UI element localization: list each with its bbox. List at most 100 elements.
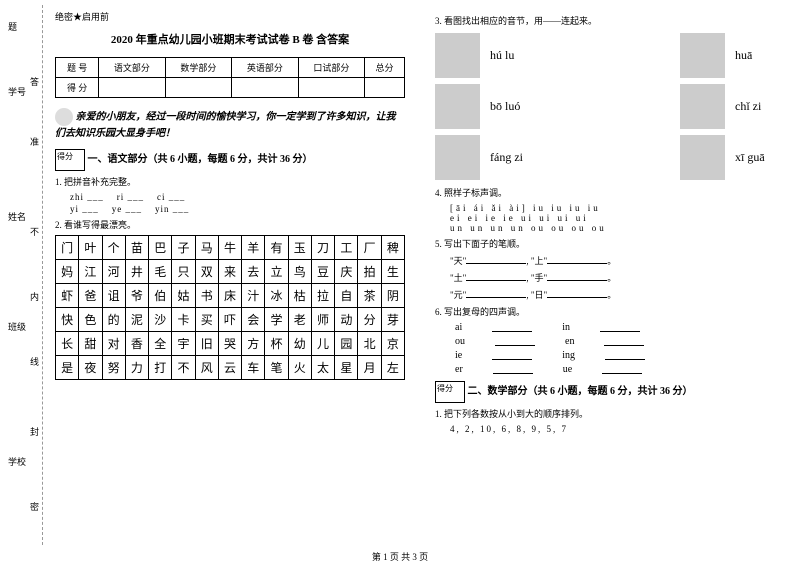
char-cell: 玉	[288, 236, 311, 260]
char-cell: 去	[242, 260, 265, 284]
vowel: ie	[455, 350, 462, 361]
char-cell: 风	[195, 356, 218, 380]
char-cell: 豆	[311, 260, 334, 284]
q1-item: ci ___	[157, 192, 185, 202]
margin-label: 内	[30, 290, 39, 303]
pinyin-word: fáng zi	[490, 150, 540, 165]
char-cell: 泥	[125, 308, 148, 332]
char-cell: 来	[218, 260, 241, 284]
margin-label: 线	[30, 355, 39, 368]
q3-title: 3. 看图找出相应的音节，用——连起来。	[435, 14, 785, 27]
stroke-char: "日"	[531, 290, 547, 300]
score-box: 得分	[435, 381, 465, 403]
th: 总分	[365, 58, 405, 78]
char-cell: 会	[242, 308, 265, 332]
score-table: 题 号 语文部分 数学部分 英语部分 口试部分 总分 得 分	[55, 57, 405, 98]
q1-title: 1. 把拼音补充完整。	[55, 175, 405, 188]
pinyin-word: hú lu	[490, 48, 540, 63]
char-cell: 动	[335, 308, 358, 332]
char-cell: 爷	[125, 284, 148, 308]
char-cell: 甜	[79, 332, 102, 356]
number-list: 4, 2, 10, 6, 8, 9, 5, 7	[450, 424, 785, 434]
char-cell: 枯	[288, 284, 311, 308]
q1-item: zhi ___	[70, 192, 104, 202]
char-cell: 叶	[79, 236, 102, 260]
char-cell: 井	[125, 260, 148, 284]
char-cell: 哭	[218, 332, 241, 356]
char-cell: 双	[195, 260, 218, 284]
page-footer: 第 1 页 共 3 页	[0, 550, 800, 563]
char-cell: 妈	[56, 260, 79, 284]
char-cell: 是	[56, 356, 79, 380]
pinyin-word: xī guā	[735, 150, 785, 165]
char-cell: 卡	[172, 308, 195, 332]
char-cell: 老	[288, 308, 311, 332]
char-cell: 力	[125, 356, 148, 380]
char-cell: 全	[149, 332, 172, 356]
th: 题 号	[56, 58, 99, 78]
char-cell: 方	[242, 332, 265, 356]
margin-label: 姓名	[8, 210, 26, 223]
char-cell: 左	[381, 356, 404, 380]
margin-label: 准	[30, 135, 39, 148]
char-cell: 星	[335, 356, 358, 380]
image-placeholder	[435, 135, 480, 180]
char-cell: 有	[265, 236, 288, 260]
q4-title: 4. 照样子标声调。	[435, 186, 785, 199]
section-1-title: 一、语文部分（共 6 小题，每题 6 分，共计 36 分）	[88, 154, 313, 165]
td: 得 分	[56, 78, 99, 98]
char-cell: 刀	[311, 236, 334, 260]
char-cell: 云	[218, 356, 241, 380]
char-cell: 爸	[79, 284, 102, 308]
section-2-title: 二、数学部分（共 6 小题，每题 6 分，共计 36 分）	[468, 386, 693, 397]
char-cell: 门	[56, 236, 79, 260]
char-cell: 立	[265, 260, 288, 284]
char-cell: 香	[125, 332, 148, 356]
char-cell: 自	[335, 284, 358, 308]
stroke-char: "手"	[531, 273, 547, 283]
char-cell: 河	[102, 260, 125, 284]
binding-line	[42, 5, 43, 545]
vowel: ou	[455, 336, 465, 347]
pinyin-word: chǐ zi	[735, 99, 785, 114]
char-cell: 床	[218, 284, 241, 308]
q1-item: ri ___	[117, 192, 144, 202]
char-cell: 鸟	[288, 260, 311, 284]
char-cell: 火	[288, 356, 311, 380]
char-cell: 长	[56, 332, 79, 356]
image-placeholder	[680, 84, 725, 129]
char-cell: 北	[358, 332, 381, 356]
char-cell: 不	[172, 356, 195, 380]
q1-item: yi ___	[70, 204, 99, 214]
intro-icon	[55, 108, 73, 126]
char-cell: 对	[102, 332, 125, 356]
char-cell: 诅	[102, 284, 125, 308]
char-cell: 稗	[381, 236, 404, 260]
image-placeholder	[435, 84, 480, 129]
char-cell: 儿	[311, 332, 334, 356]
char-cell: 只	[172, 260, 195, 284]
vowel: ai	[455, 322, 462, 333]
char-cell: 努	[102, 356, 125, 380]
char-cell: 苗	[125, 236, 148, 260]
char-cell: 生	[381, 260, 404, 284]
margin-label: 不	[30, 225, 39, 238]
char-cell: 杯	[265, 332, 288, 356]
tone-line: [āi ái ǎi ài] iu iu iu iu	[450, 203, 785, 213]
char-cell: 笔	[265, 356, 288, 380]
char-cell: 吓	[218, 308, 241, 332]
char-cell: 羊	[242, 236, 265, 260]
char-cell: 幼	[288, 332, 311, 356]
margin-label: 密	[30, 500, 39, 513]
q5-title: 5. 写出下面子的笔顺。	[435, 237, 785, 250]
score-box: 得分	[55, 149, 85, 171]
image-placeholder	[680, 33, 725, 78]
char-cell: 汁	[242, 284, 265, 308]
th: 英语部分	[232, 58, 298, 78]
char-cell: 夜	[79, 356, 102, 380]
char-cell: 个	[102, 236, 125, 260]
stroke-char: "土"	[450, 273, 466, 283]
char-cell: 分	[358, 308, 381, 332]
char-cell: 厂	[358, 236, 381, 260]
char-cell: 月	[358, 356, 381, 380]
